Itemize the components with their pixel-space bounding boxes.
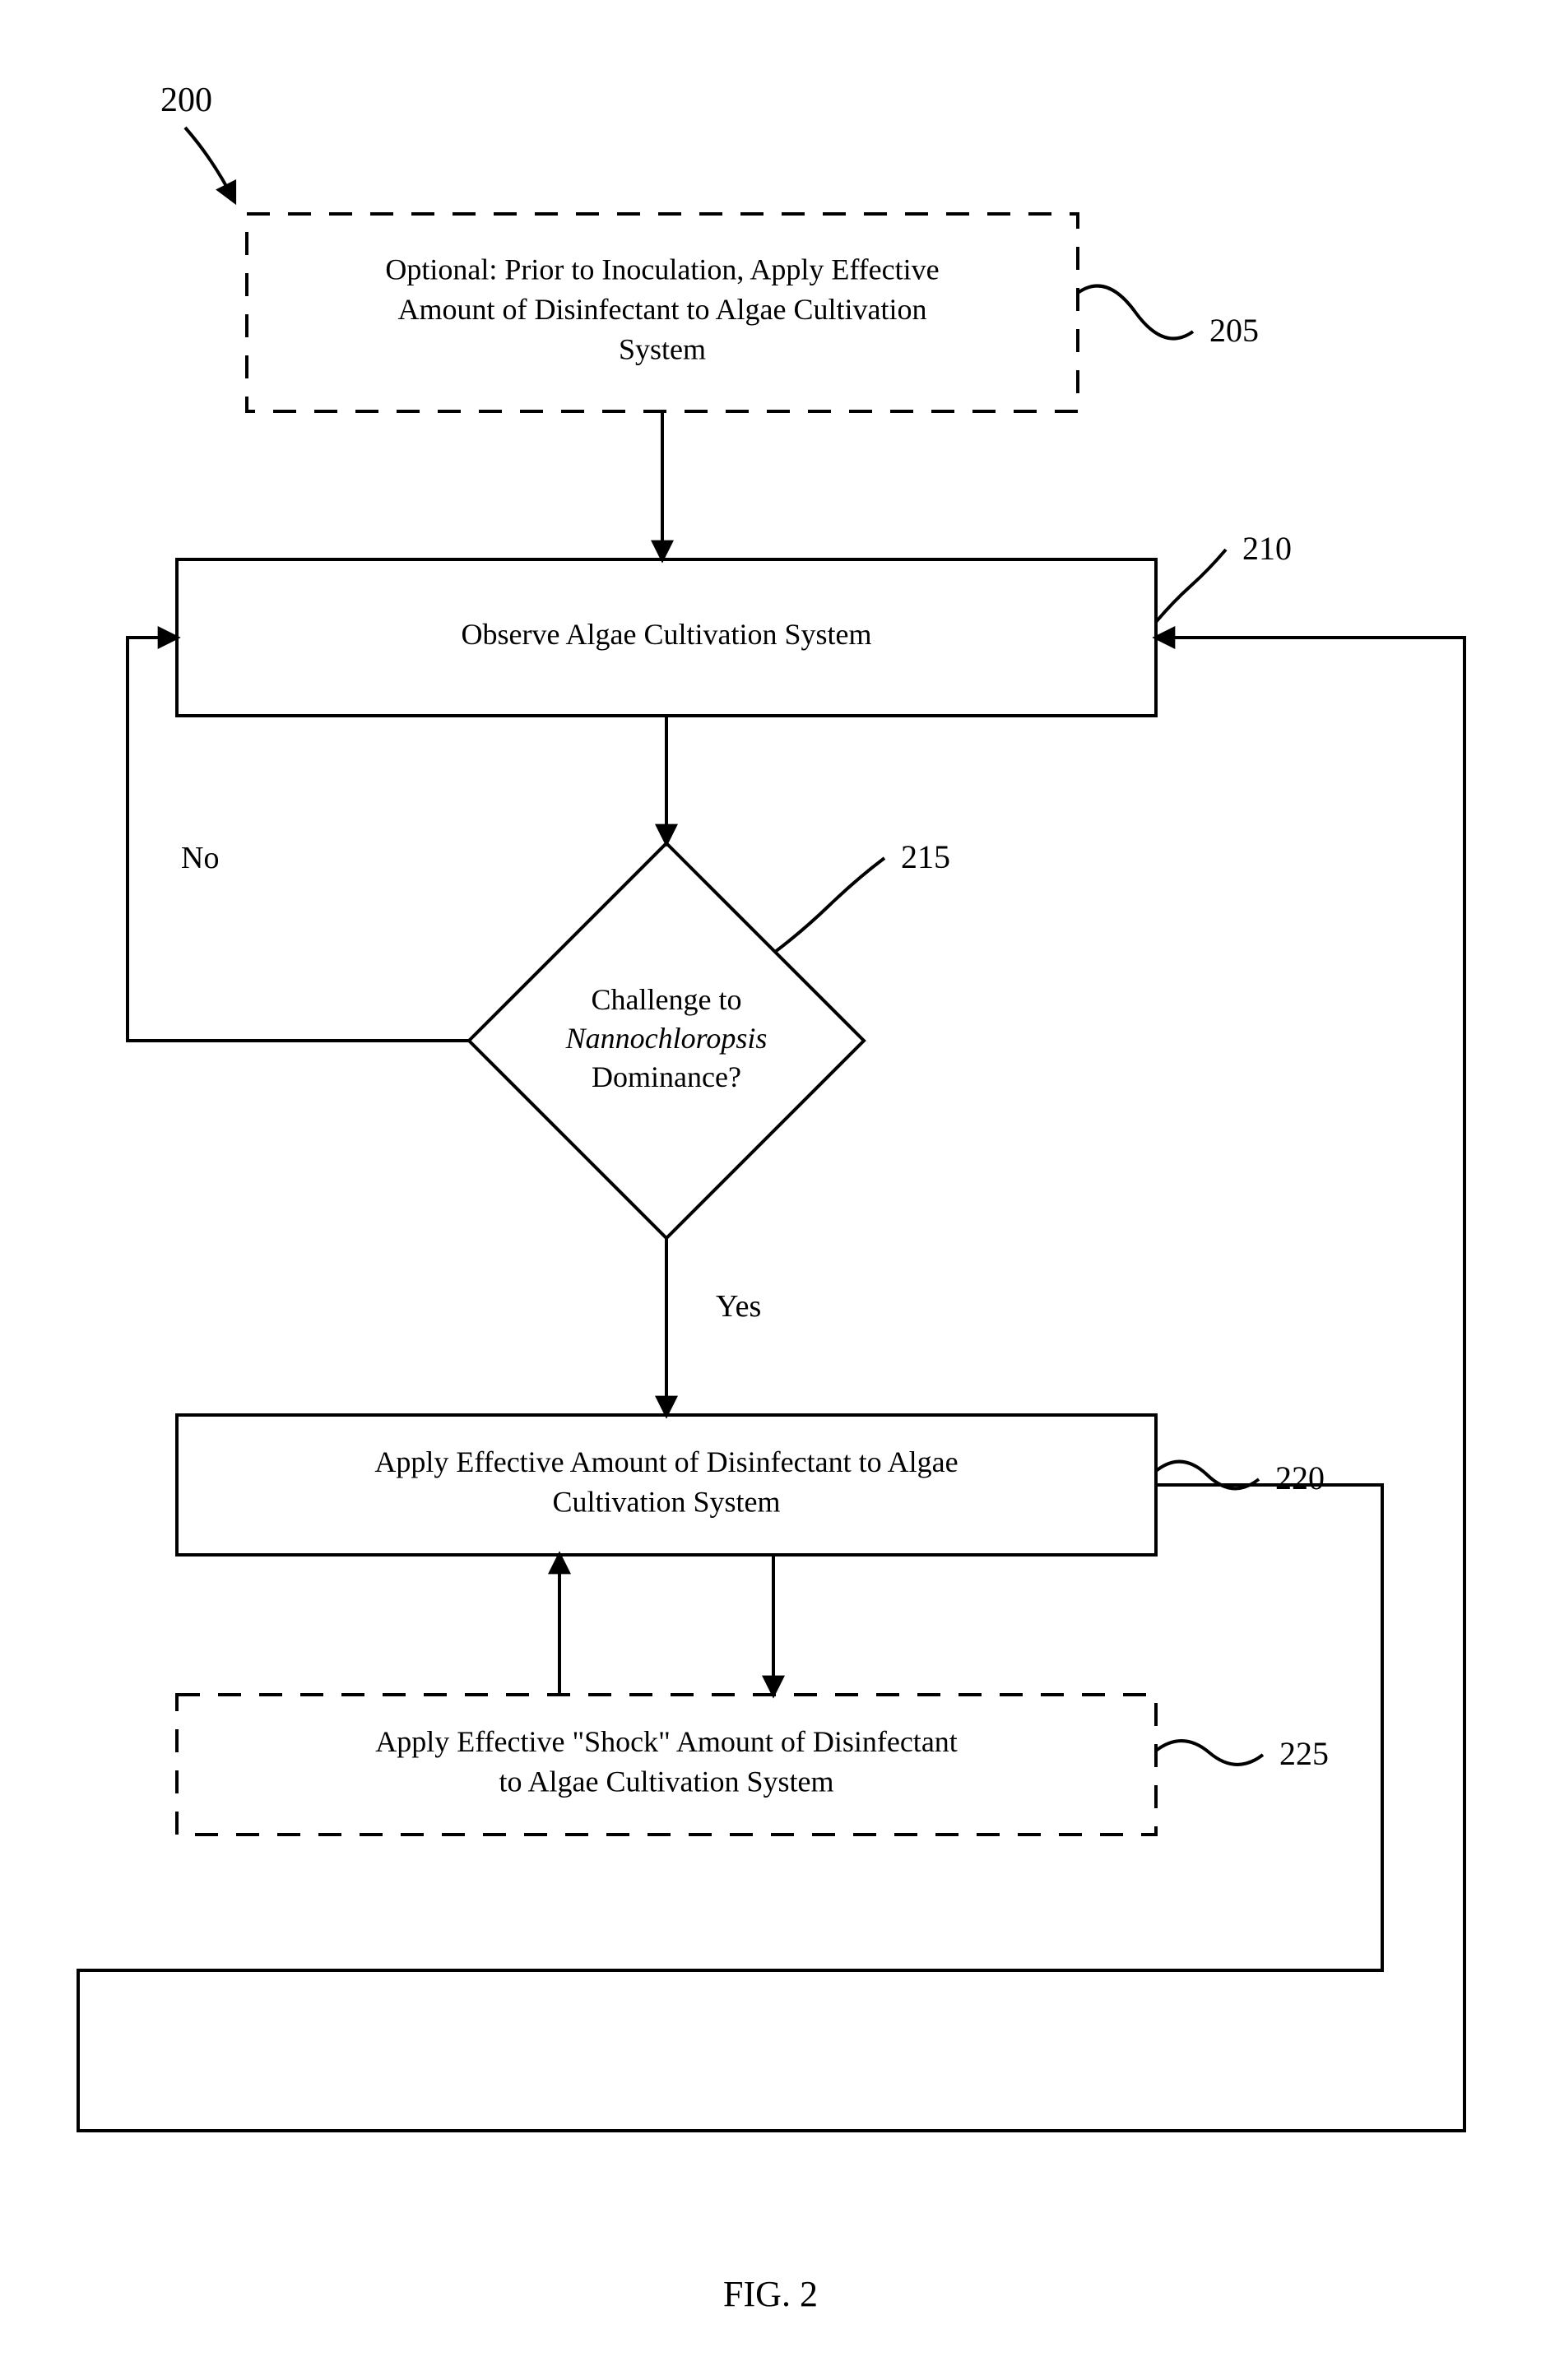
label-connector [1156, 1741, 1263, 1765]
edge-label: Yes [716, 1289, 761, 1324]
node-label: 210 [1242, 530, 1292, 567]
node-text: Apply Effective Amount of Disinfectant t… [374, 1445, 958, 1478]
edge [128, 638, 469, 1041]
node-text: Dominance? [592, 1060, 741, 1093]
node-205: Optional: Prior to Inoculation, Apply Ef… [247, 214, 1259, 411]
node-text: Optional: Prior to Inoculation, Apply Ef… [385, 253, 939, 286]
node-text: System [619, 333, 706, 366]
node-225: Apply Effective "Shock" Amount of Disinf… [177, 1695, 1329, 1835]
label-connector [1078, 285, 1193, 338]
node-text: Amount of Disinfectant to Algae Cultivat… [398, 293, 927, 326]
node-label: 220 [1275, 1459, 1325, 1496]
flow-pointer-arrow [185, 128, 234, 202]
flowchart-figure: 200 Optional: Prior to Inoculation, Apply… [0, 0, 1541, 2380]
node-215: Challenge to Nannochloropsis Dominance? 215 [469, 838, 950, 1238]
edge-label: No [181, 841, 219, 875]
node-220: Apply Effective Amount of Disinfectant t… [177, 1415, 1325, 1555]
node-text: Observe Algae Cultivation System [462, 618, 872, 651]
node-label: 205 [1209, 312, 1259, 349]
node-text: Cultivation System [552, 1485, 780, 1518]
node-210: Observe Algae Cultivation System 210 [177, 530, 1292, 716]
label-connector [775, 858, 884, 952]
node-label: 215 [901, 838, 950, 875]
flow-label: 200 [160, 81, 212, 119]
edge [78, 638, 1464, 2131]
node-text: Apply Effective "Shock" Amount of Disinf… [375, 1725, 958, 1758]
node-text: to Algae Cultivation System [499, 1765, 834, 1798]
node-text: Challenge to [592, 983, 742, 1016]
label-connector [1156, 550, 1226, 622]
node-label: 225 [1279, 1735, 1329, 1772]
figure-caption: FIG. 2 [723, 2274, 818, 2314]
node-text: Nannochloropsis [565, 1022, 768, 1055]
